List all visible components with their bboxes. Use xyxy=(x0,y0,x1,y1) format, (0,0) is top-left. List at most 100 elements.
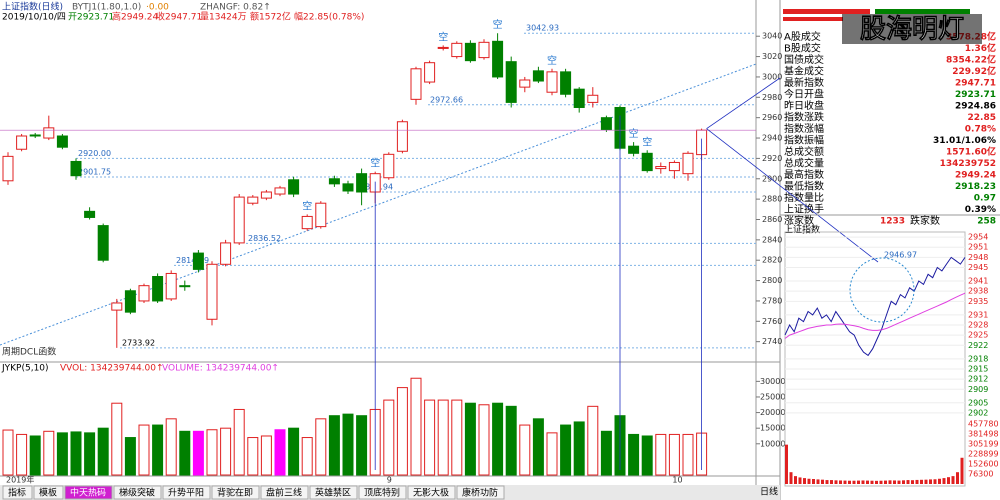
tab[interactable] xyxy=(162,485,211,500)
candle-body xyxy=(152,276,164,302)
quote-label: A股成交 xyxy=(784,30,821,43)
candle-body xyxy=(424,62,436,83)
volume-bar xyxy=(124,437,136,476)
quote-value: 2924.86 xyxy=(955,102,996,112)
mini-volume-bar xyxy=(929,479,932,484)
intraday-line xyxy=(784,256,966,357)
volume-bar xyxy=(43,430,55,476)
mini-volume-bar xyxy=(897,480,901,484)
quote-label: 最新指数 xyxy=(784,76,824,89)
tab-label[interactable]: 背驼在即 xyxy=(217,487,253,499)
quote-label: 指数涨跌 xyxy=(784,111,824,124)
arrow xyxy=(706,77,781,129)
tab[interactable] xyxy=(358,485,407,500)
y-tick-label: 2740 xyxy=(762,337,782,346)
level-label: 2814.99 xyxy=(176,256,209,265)
candle-body xyxy=(383,153,395,179)
tab[interactable] xyxy=(2,485,33,500)
mini-volume-bar xyxy=(888,480,892,484)
tab-label[interactable]: 模板 xyxy=(39,487,57,499)
candle-body xyxy=(437,46,449,49)
y-tick-label: 2920 xyxy=(762,154,782,163)
quote-value: 2947.71 xyxy=(955,79,996,89)
quote-label: 总成交量 xyxy=(784,157,824,170)
header-date: 2019/10/10/四 xyxy=(2,13,66,23)
tab[interactable] xyxy=(211,485,260,500)
y-tick-label: 2909 xyxy=(968,385,988,394)
volume-bar xyxy=(111,402,123,476)
decline-label: 跌家数 xyxy=(910,214,940,227)
candle-body xyxy=(260,191,272,199)
candle-body xyxy=(342,183,354,192)
signal-label: 空 xyxy=(629,127,639,140)
volume-bar xyxy=(532,418,544,476)
quote-label: 指数涨幅 xyxy=(784,122,824,135)
volume-bar xyxy=(97,427,109,476)
quote-value: 2923.71 xyxy=(955,90,996,100)
tab-label[interactable]: 中天热码 xyxy=(70,487,106,499)
candle-body xyxy=(70,160,82,177)
mini-volume-bar xyxy=(852,480,856,484)
quote-label: 今日开盘 xyxy=(784,88,824,101)
level-label: 2836.52 xyxy=(248,234,281,243)
candle-body xyxy=(587,94,599,103)
tab[interactable] xyxy=(260,485,309,500)
y-tick-label: 2880 xyxy=(762,195,782,204)
tab[interactable] xyxy=(113,485,162,500)
candle-body xyxy=(478,41,490,59)
candle-body xyxy=(328,178,340,185)
tab-label[interactable]: 无影大极 xyxy=(413,487,449,499)
volume-bar xyxy=(356,415,368,476)
mini-volume-bar xyxy=(794,476,797,484)
signal-label: 空 xyxy=(302,199,312,212)
y-tick-label: 2780 xyxy=(762,296,782,305)
candle-body xyxy=(396,121,408,152)
level-label: 2920.00 xyxy=(78,149,111,158)
volume-bar xyxy=(560,424,572,476)
tab[interactable] xyxy=(456,485,505,500)
x-tick-label: 2019年 xyxy=(6,475,34,485)
signal-label: 空 xyxy=(547,54,557,67)
buy-bar xyxy=(783,17,843,21)
tab[interactable] xyxy=(33,485,64,500)
candle-body xyxy=(356,173,368,193)
volume-bar xyxy=(260,435,272,476)
y-tick-label: 2945 xyxy=(968,263,988,272)
mini-volume-bar xyxy=(906,480,910,484)
advance-value: 1233 xyxy=(880,217,905,227)
mini-volume-bar xyxy=(785,444,788,484)
mini-volume-bar xyxy=(821,479,824,484)
header-open: 开2923.71 xyxy=(68,12,114,23)
mini-volume-bar xyxy=(915,479,919,484)
tab[interactable] xyxy=(407,485,456,500)
tab[interactable] xyxy=(64,485,113,500)
y-tick-label: 20000 xyxy=(760,408,785,417)
y-tick-label: 2760 xyxy=(762,317,782,326)
volume-bar xyxy=(192,430,204,476)
candle-body xyxy=(111,302,123,311)
tab-label[interactable]: 升势平阳 xyxy=(168,487,204,499)
header-amount: 额1572亿 xyxy=(250,11,291,23)
quote-label: 总成交额 xyxy=(784,145,824,158)
candle-body xyxy=(560,71,572,95)
tab-label[interactable]: 顶底特别 xyxy=(364,487,400,499)
y-tick-label: 25000 xyxy=(760,392,785,401)
tab-label[interactable]: 指标 xyxy=(8,487,26,499)
y-tick-label: 2902 xyxy=(968,408,988,417)
volume-bar xyxy=(546,432,558,476)
volume-indicator: JYKP(5,10) xyxy=(1,364,49,374)
y-tick-label: 2928 xyxy=(968,321,988,330)
quote-value: 22.85 xyxy=(968,113,996,123)
tab-label[interactable]: 康桥功防 xyxy=(462,487,498,499)
mini-volume-bar xyxy=(789,472,793,484)
quote-value: 8354.22亿 xyxy=(946,54,996,66)
tab-label[interactable]: 梯级突破 xyxy=(119,487,155,499)
candle-body xyxy=(668,161,680,172)
tab-label[interactable]: 英雄禁区 xyxy=(315,487,351,499)
tab-label[interactable]: 盘前三线 xyxy=(266,487,302,499)
tab[interactable] xyxy=(309,485,358,500)
mini-volume-bar xyxy=(861,480,865,484)
y-tick-label: 228899 xyxy=(968,449,999,458)
intraday-line xyxy=(784,292,966,339)
